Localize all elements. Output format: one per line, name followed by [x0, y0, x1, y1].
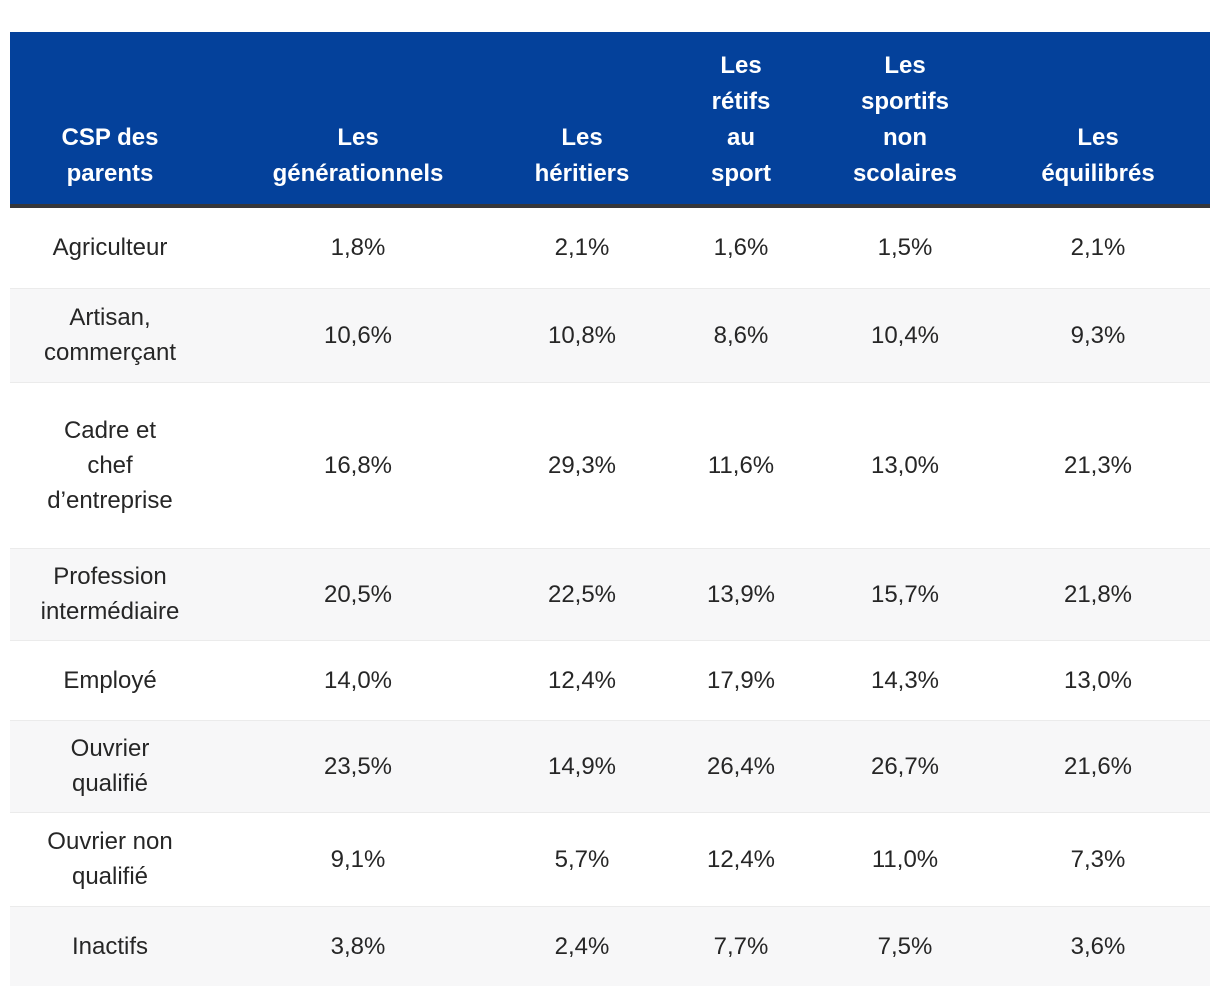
row-label: Artisan, commerçant [43, 304, 177, 366]
value-cell: 11,0% [871, 845, 939, 873]
value-cell: 2,1% [1070, 234, 1126, 262]
value-cell: 13,0% [870, 451, 940, 479]
row-label: Ouvrier non qualifié [47, 828, 173, 890]
value-cell: 2,1% [554, 234, 610, 262]
table-row: Ouvrier non qualifié 9,1% 5,7% 12,4% 11,… [10, 812, 1210, 906]
row-label: Employé [63, 666, 157, 694]
value-cell: 9,3% [1070, 321, 1126, 349]
value-cell: 13,0% [1063, 666, 1133, 694]
column-header-csp-des-parents: CSP des parents [10, 32, 210, 208]
value-cell: 9,1% [330, 845, 386, 873]
csp-parents-profiles-table: CSP des parents Les générationnels Les h… [10, 32, 1210, 986]
value-cell: 21,3% [1063, 451, 1133, 479]
value-cell: 22,5% [547, 580, 617, 608]
value-cell: 1,5% [877, 234, 933, 262]
value-cell: 26,7% [870, 752, 940, 780]
value-cell: 3,8% [330, 932, 386, 960]
table-row: Agriculteur 1,8% 2,1% 1,6% 1,5% 2,1% [10, 206, 1210, 288]
value-cell: 5,7% [554, 845, 610, 873]
table-body: Agriculteur 1,8% 2,1% 1,6% 1,5% 2,1% Art… [10, 206, 1210, 986]
value-cell: 23,5% [323, 752, 393, 780]
value-cell: 1,8% [330, 234, 386, 262]
value-cell: 7,3% [1070, 845, 1126, 873]
value-cell: 26,4% [706, 752, 776, 780]
row-label: Agriculteur [52, 234, 168, 262]
column-header-les-sportifs-non-scolaires: Les sportifs non scolaires [824, 32, 986, 208]
value-cell: 1,6% [713, 234, 769, 262]
value-cell: 16,8% [323, 451, 393, 479]
value-cell: 3,6% [1070, 932, 1126, 960]
table-row: Ouvrier qualifié 23,5% 14,9% 26,4% 26,7%… [10, 720, 1210, 812]
value-cell: 14,9% [547, 752, 617, 780]
row-label: Ouvrier qualifié [70, 735, 150, 797]
value-cell: 7,7% [713, 932, 769, 960]
value-cell: 10,4% [870, 321, 940, 349]
column-header-les-equilibres: Les équilibrés [986, 32, 1210, 208]
column-header-les-retifs-au-sport: Les rétifs au sport [658, 32, 824, 208]
value-cell: 20,5% [323, 580, 393, 608]
value-cell: 21,8% [1063, 580, 1133, 608]
column-header-les-generationnels: Les générationnels [210, 32, 506, 208]
column-header-les-heritiers: Les héritiers [506, 32, 658, 208]
value-cell: 11,6% [707, 451, 775, 479]
row-label: Profession intermédiaire [40, 563, 180, 625]
value-cell: 17,9% [706, 666, 776, 694]
value-cell: 8,6% [713, 321, 769, 349]
value-cell: 12,4% [547, 666, 617, 694]
header-row: CSP des parents Les générationnels Les h… [10, 32, 1210, 208]
value-cell: 2,4% [554, 932, 610, 960]
value-cell: 10,8% [547, 321, 617, 349]
value-cell: 15,7% [870, 580, 940, 608]
value-cell: 7,5% [877, 932, 933, 960]
table-row: Artisan, commerçant 10,6% 10,8% 8,6% 10,… [10, 288, 1210, 382]
value-cell: 10,6% [323, 321, 393, 349]
value-cell: 14,3% [870, 666, 940, 694]
row-label: Inactifs [71, 932, 149, 960]
table-row: Profession intermédiaire 20,5% 22,5% 13,… [10, 548, 1210, 640]
row-label: Cadre et chef d’entreprise [47, 416, 173, 514]
table-row: Cadre et chef d’entreprise 16,8% 29,3% 1… [10, 382, 1210, 548]
value-cell: 12,4% [706, 845, 776, 873]
value-cell: 14,0% [323, 666, 393, 694]
value-cell: 29,3% [547, 451, 617, 479]
value-cell: 21,6% [1063, 752, 1133, 780]
table-header: CSP des parents Les générationnels Les h… [10, 32, 1210, 208]
table-row: Inactifs 3,8% 2,4% 7,7% 7,5% 3,6% [10, 906, 1210, 986]
table-row: Employé 14,0% 12,4% 17,9% 14,3% 13,0% [10, 640, 1210, 720]
value-cell: 13,9% [706, 580, 776, 608]
